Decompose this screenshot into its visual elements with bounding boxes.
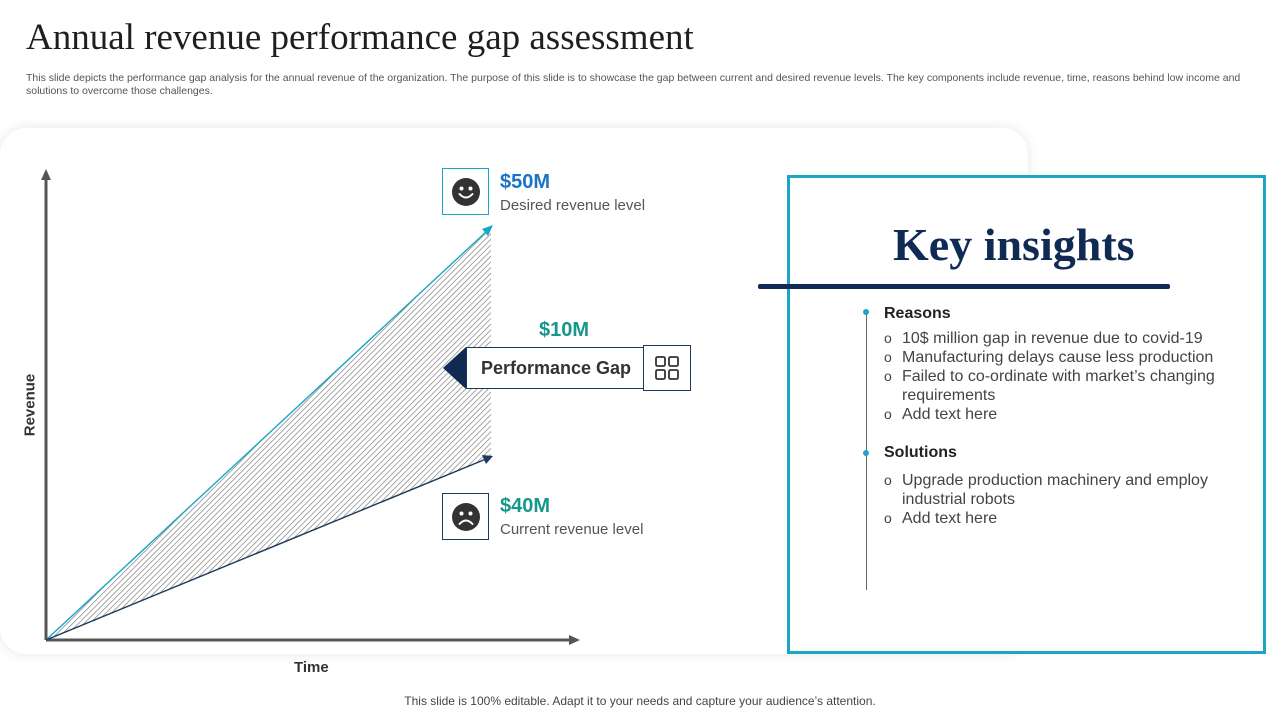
- solutions-dot: [863, 450, 869, 456]
- footer-note: This slide is 100% editable. Adapt it to…: [404, 694, 876, 708]
- reasons-heading: Reasons: [884, 305, 951, 322]
- list-item: Add text here: [884, 509, 1224, 528]
- reasons-list: 10$ million gap in revenue due to covid-…: [884, 329, 1224, 424]
- key-insights-underline: [758, 284, 1170, 289]
- grid-icon: [655, 356, 679, 380]
- y-axis-arrowhead: [41, 169, 51, 180]
- list-item: Manufacturing delays cause less producti…: [884, 348, 1224, 367]
- gap-icon-box: [643, 345, 691, 391]
- solutions-list: Upgrade production machinery and employ …: [884, 471, 1224, 528]
- page-title: Annual revenue performance gap assessmen…: [26, 17, 694, 58]
- current-value: $40M: [500, 495, 551, 517]
- list-item: Failed to co-ordinate with market’s chan…: [884, 367, 1224, 405]
- gap-value: $10M: [539, 319, 590, 341]
- performance-gap-label: Performance Gap: [466, 347, 646, 389]
- page-subtitle: This slide depicts the performance gap a…: [26, 72, 1241, 97]
- current-icon-box: [442, 493, 489, 540]
- gap-pointer-arrow: [443, 347, 466, 389]
- y-axis-label: Revenue: [21, 373, 39, 437]
- solutions-heading: Solutions: [884, 444, 957, 461]
- reasons-dot: [863, 309, 869, 315]
- x-axis-arrowhead: [569, 635, 580, 645]
- key-insights-title: Key insights: [893, 219, 1135, 270]
- desired-value: $50M: [500, 171, 551, 193]
- x-axis-label: Time: [294, 659, 329, 676]
- desired-icon-box: [442, 168, 489, 215]
- sad-face-icon: [451, 502, 480, 531]
- list-item: Upgrade production machinery and employ …: [884, 471, 1224, 509]
- list-item: 10$ million gap in revenue due to covid-…: [884, 329, 1224, 348]
- desired-label: Desired revenue level: [500, 197, 646, 214]
- current-trend-arrowhead: [482, 455, 493, 464]
- current-trend-line: [45, 458, 487, 641]
- desired-trend-arrowhead: [482, 225, 493, 236]
- smile-face-icon: [451, 177, 480, 206]
- current-label: Current revenue level: [500, 521, 644, 538]
- list-item: Add text here: [884, 405, 1224, 424]
- desired-trend-line: [45, 230, 488, 641]
